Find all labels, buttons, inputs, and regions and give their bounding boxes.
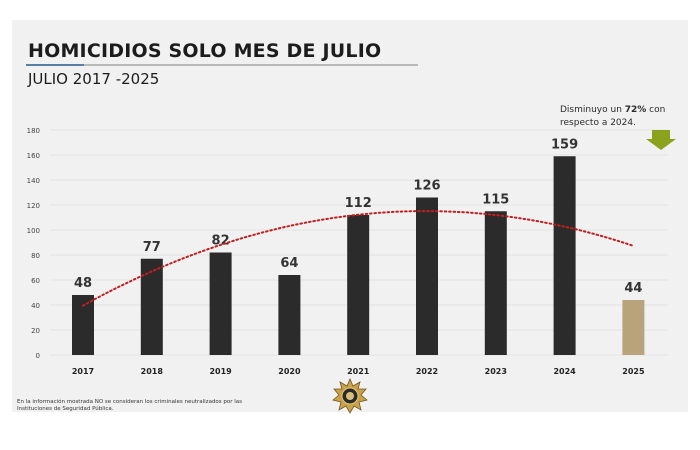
y-tick-label: 160 <box>27 152 40 160</box>
annotation-prefix: Disminuyo un <box>560 105 625 115</box>
chart-subtitle: JULIO 2017 -2025 <box>28 70 160 88</box>
bar-2019 <box>209 252 232 355</box>
x-tick-label-2022: 2022 <box>416 367 438 376</box>
data-labels: 48 77 82 64 112 126 115 159 44 <box>74 137 642 296</box>
bar-2021 <box>347 215 370 355</box>
y-tick-label: 120 <box>27 202 40 210</box>
y-tick-label: 180 <box>27 127 40 135</box>
x-axis: 2017 2018 2019 2020 2021 2022 2023 2024 2025 <box>72 367 645 376</box>
y-axis: 0 20 40 60 80 100 120 140 160 180 <box>27 127 40 360</box>
y-tick-label: 100 <box>27 227 40 235</box>
bar-2022 <box>416 197 438 355</box>
change-annotation: Disminuyo un 72% con respecto a 2024. <box>560 104 688 130</box>
trendline <box>82 210 635 307</box>
y-tick-label: 40 <box>31 302 40 310</box>
x-tick-label-2025: 2025 <box>622 367 645 376</box>
x-tick-label-2021: 2021 <box>347 367 370 376</box>
y-tick-label: 20 <box>31 327 40 335</box>
data-label-2020: 64 <box>280 256 298 271</box>
down-arrow-icon <box>646 130 676 150</box>
police-badge-emblem-icon <box>332 378 368 414</box>
bar-2018 <box>140 258 163 355</box>
x-tick-label-2017: 2017 <box>72 367 94 376</box>
x-tick-label-2020: 2020 <box>278 367 301 376</box>
bar-2024 <box>553 156 576 355</box>
data-label-2017: 48 <box>74 276 92 291</box>
footnote: En la información mostrada NO se conside… <box>17 399 243 412</box>
bars <box>72 156 645 355</box>
title-underline-accent <box>26 64 84 66</box>
x-tick-label-2023: 2023 <box>485 367 507 376</box>
bar-2017 <box>72 295 94 355</box>
annotation-highlight: 72% <box>624 105 647 115</box>
data-label-2023: 115 <box>482 192 509 207</box>
bar-2020 <box>278 275 301 355</box>
x-tick-label-2018: 2018 <box>141 367 164 376</box>
annotation-suffix: con respecto a 2024. <box>560 105 666 128</box>
data-label-2021: 112 <box>345 196 372 211</box>
chart-title: HOMICIDIOS SOLO MES DE JULIO <box>28 40 382 62</box>
data-label-2025: 44 <box>624 281 642 296</box>
bar-2025 <box>622 300 645 355</box>
data-label-2018: 77 <box>143 240 161 255</box>
data-label-2022: 126 <box>413 179 440 194</box>
y-tick-label: 60 <box>31 277 40 285</box>
data-label-2019: 82 <box>212 234 230 249</box>
title-underline <box>26 64 418 66</box>
x-tick-label-2019: 2019 <box>209 367 232 376</box>
x-tick-label-2024: 2024 <box>553 367 576 376</box>
y-tick-label: 80 <box>31 252 40 260</box>
bar-2023 <box>484 211 507 355</box>
data-label-2024: 159 <box>551 137 578 152</box>
y-tick-label: 0 <box>36 352 40 360</box>
y-tick-label: 140 <box>27 177 40 185</box>
